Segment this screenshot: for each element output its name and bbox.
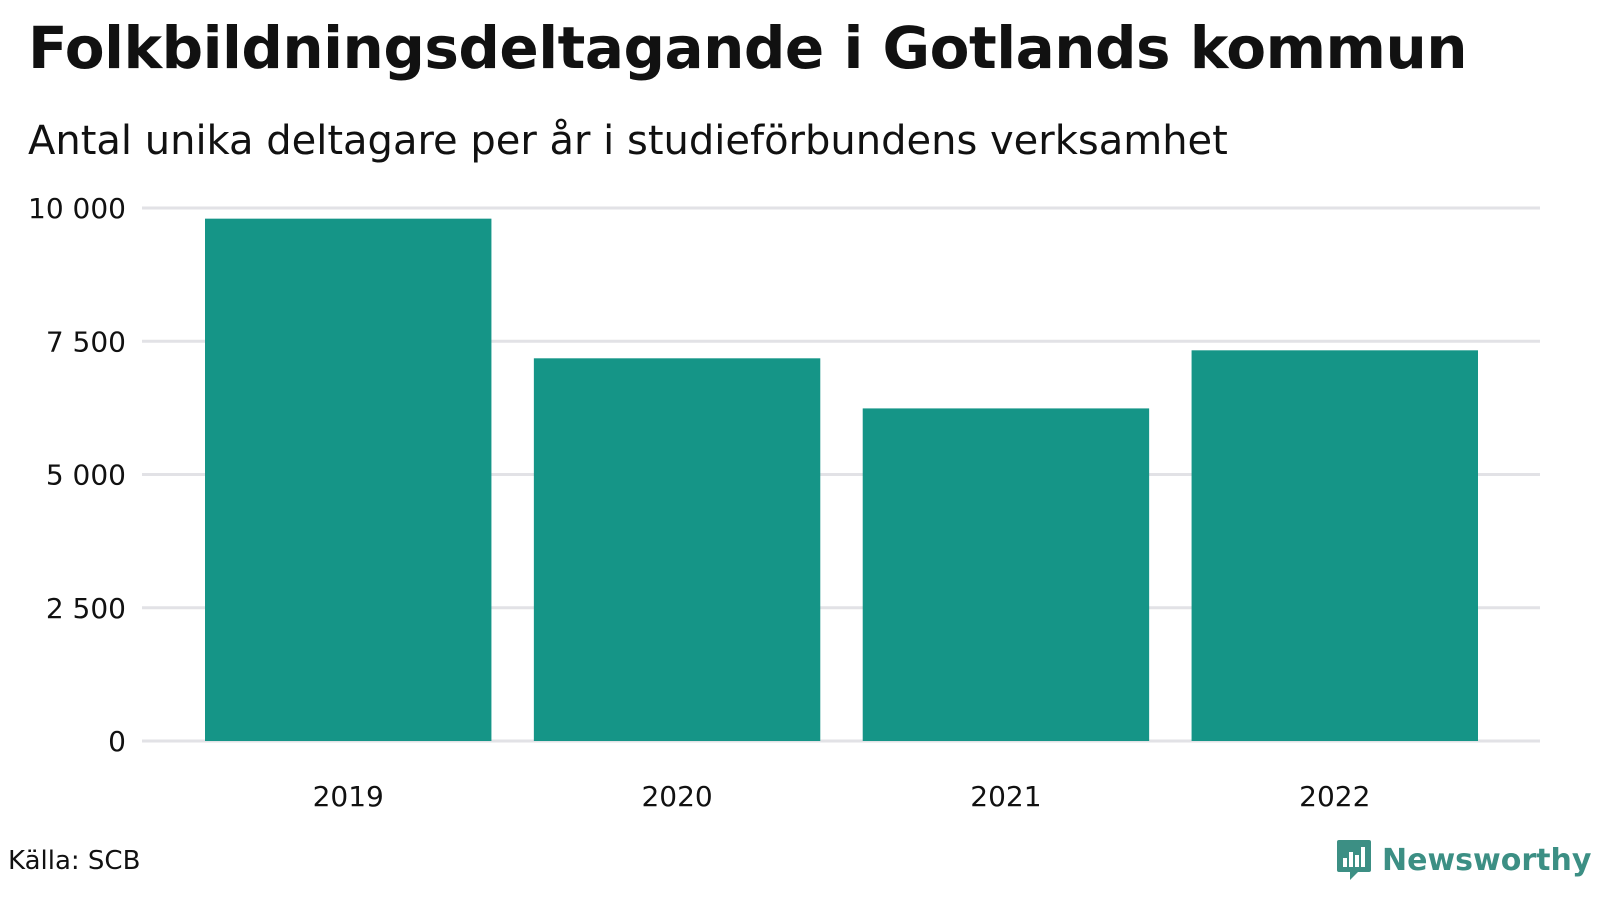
- source-label: Källa: SCB: [8, 846, 140, 876]
- y-tick-label: 10 000: [28, 192, 126, 225]
- y-axis-tick-labels: 0 2 500 5 000 7 500 10 000: [28, 192, 126, 758]
- x-axis-tick-labels: 2019 2020 2021 2022: [313, 780, 1371, 813]
- bars: [205, 219, 1478, 741]
- bar-2021[interactable]: [863, 408, 1149, 741]
- x-tick-label: 2020: [641, 780, 712, 813]
- x-tick-label: 2021: [970, 780, 1041, 813]
- bar-2019[interactable]: [205, 219, 491, 741]
- x-tick-label: 2019: [313, 780, 384, 813]
- page-title: Folkbildningsdeltagande i Gotlands kommu…: [28, 14, 1467, 82]
- y-tick-label: 2 500: [46, 592, 126, 625]
- brand-logo[interactable]: Newsworthy: [1336, 838, 1591, 882]
- bar-2020[interactable]: [534, 358, 820, 741]
- x-tick-label: 2022: [1299, 780, 1370, 813]
- bar-chart: 0 2 500 5 000 7 500 10 000 2019 2020 2021 2022: [0, 180, 1600, 820]
- page-subtitle: Antal unika deltagare per år i studieför…: [28, 118, 1228, 164]
- bar-2022[interactable]: [1192, 350, 1478, 741]
- y-tick-label: 0: [108, 725, 126, 758]
- y-tick-label: 5 000: [46, 459, 126, 492]
- bar-chart-speech-bubble-icon: [1336, 838, 1372, 882]
- brand-name: Newsworthy: [1382, 843, 1591, 878]
- y-tick-label: 7 500: [46, 325, 126, 358]
